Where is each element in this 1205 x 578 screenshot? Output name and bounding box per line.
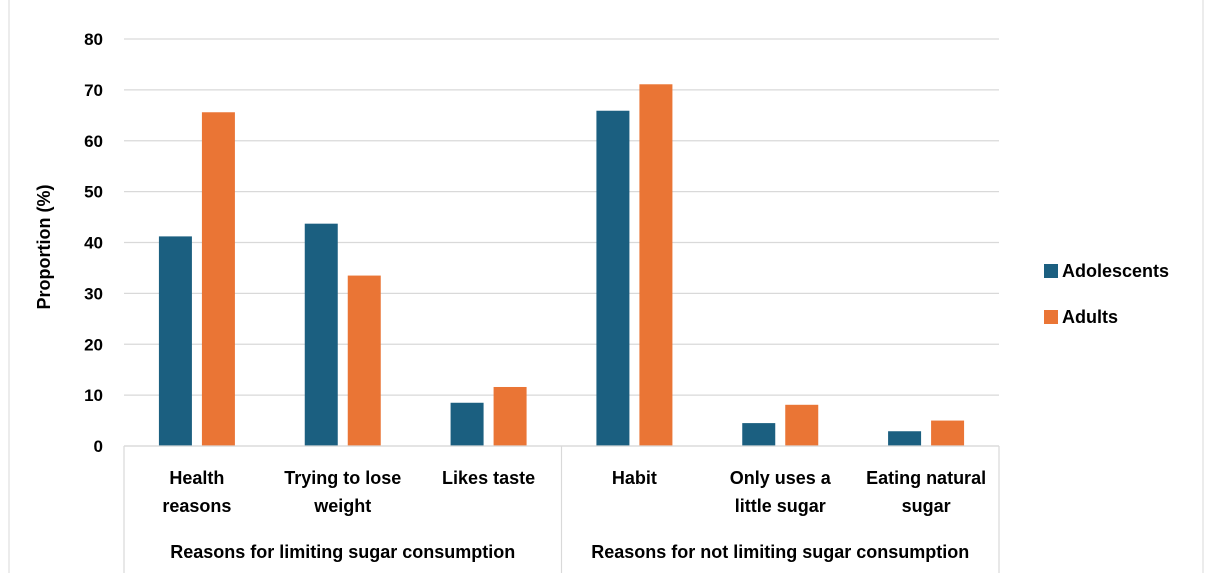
x-group-label: Reasons for limiting sugar consumption: [170, 542, 515, 562]
x-category-label: Health reasons: [162, 468, 231, 516]
bar-adolescents-2: [304, 223, 338, 446]
y-tick-label: 70: [84, 81, 103, 100]
x-category-label-line: weight: [313, 496, 371, 516]
legend-label-adolescents: Adolescents: [1062, 261, 1169, 281]
x-category-label-line: sugar: [902, 496, 951, 516]
x-category-label-line: reasons: [162, 496, 231, 516]
bar-adults-6: [931, 420, 965, 446]
bar-adults-4: [639, 84, 673, 446]
bar-adolescents-1: [158, 236, 192, 446]
legend-swatch-adolescents: [1044, 264, 1058, 278]
bar-adolescents-5: [742, 423, 776, 446]
x-category-label-line: little sugar: [735, 496, 826, 516]
y-tick-label: 60: [84, 132, 103, 151]
x-category-label: Likes taste: [442, 468, 535, 488]
bar-adults-1: [201, 112, 235, 446]
y-tick-label: 30: [84, 284, 103, 303]
y-tick-label: 40: [84, 234, 103, 253]
bar-adolescents-3: [450, 402, 484, 446]
x-category-label-line: Only uses a: [730, 468, 832, 488]
bar-adults-2: [347, 275, 381, 446]
gridlines: [124, 38, 999, 447]
y-tick-label: 50: [84, 183, 103, 202]
legend: Adolescents Adults: [1044, 261, 1169, 327]
y-axis-title: Proportion (%): [34, 185, 54, 310]
x-category-label-line: Trying to lose: [284, 468, 401, 488]
legend-label-adults: Adults: [1062, 307, 1118, 327]
bars: [158, 84, 965, 446]
y-tick-label: 10: [84, 386, 103, 405]
x-category-label-line: Likes taste: [442, 468, 535, 488]
bar-adults-5: [785, 404, 819, 446]
bar-adults-3: [493, 386, 527, 446]
x-axis-group-labels: Reasons for limiting sugar consumption Re…: [170, 542, 969, 562]
x-group-label: Reasons for not limiting sugar consumpti…: [591, 542, 969, 562]
chart-border: [8, 0, 1204, 573]
x-category-label: Trying to lose weight: [284, 468, 401, 516]
y-tick-label: 0: [94, 437, 103, 456]
y-axis-ticks: 0 10 20 30 40 50 60 70 80: [84, 30, 103, 456]
bar-adolescents-6: [888, 431, 922, 446]
x-category-label-line: Eating natural: [866, 468, 986, 488]
bar-adolescents-4: [596, 110, 630, 446]
legend-swatch-adults: [1044, 310, 1058, 324]
x-axis: [123, 445, 1000, 573]
x-axis-category-labels: Health reasons Trying to lose weight Likes t…: [162, 468, 986, 516]
x-category-label-line: Habit: [612, 468, 657, 488]
x-category-label: Only uses a little sugar: [730, 468, 832, 516]
x-category-label: Eating natural sugar: [866, 468, 986, 516]
y-tick-label: 80: [84, 30, 103, 49]
x-category-label: Habit: [612, 468, 657, 488]
x-category-label-line: Health: [169, 468, 224, 488]
y-tick-label: 20: [84, 335, 103, 354]
